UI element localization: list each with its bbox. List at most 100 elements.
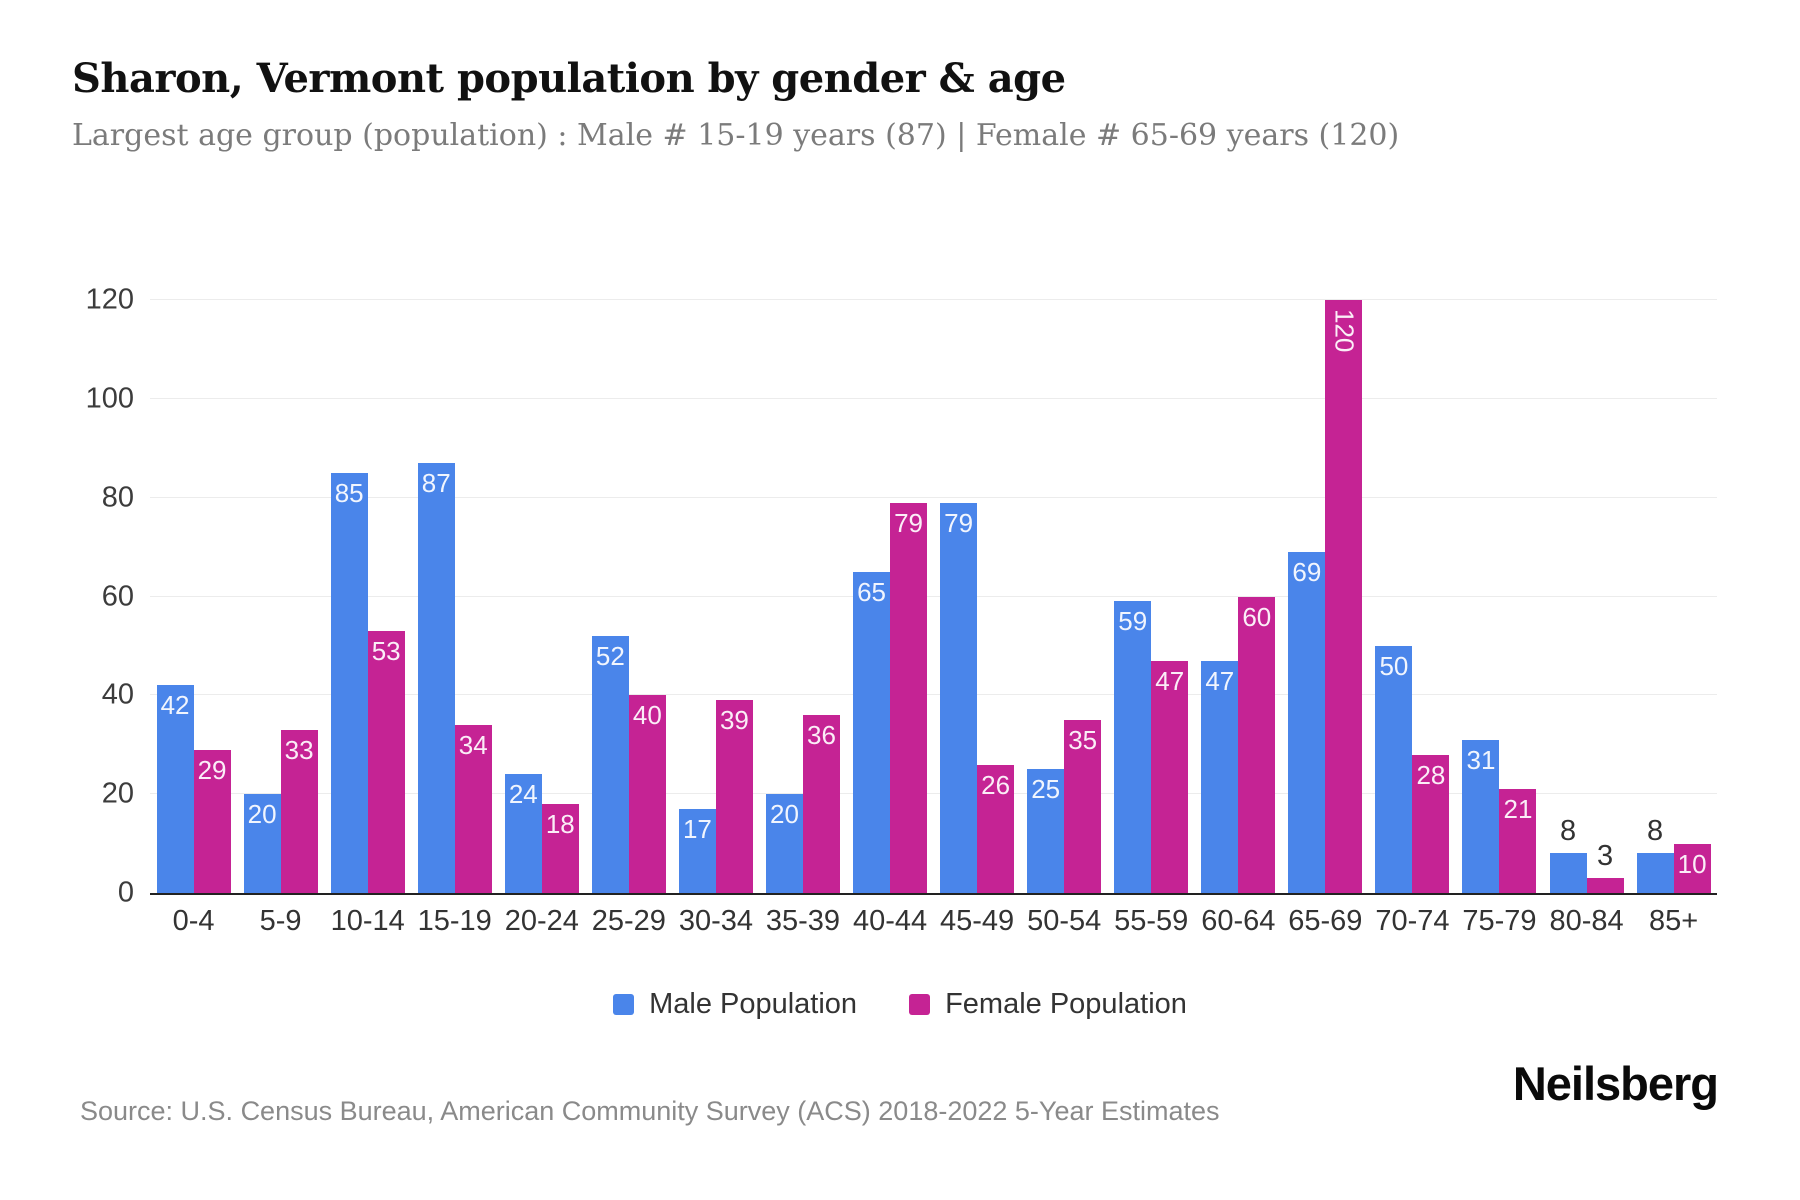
bar-male: 42 [156,685,194,893]
bar-female: 120 [1325,300,1363,893]
x-axis-category-label: 5-9 [259,905,302,937]
x-axis-category-label: 70-74 [1375,905,1450,937]
bar-groups: 42 29 20 33 85 53 87 34 24 18 52 40 17 39 20 36 65 79 79 26… [150,300,1717,893]
bar-group: 59 47 [1108,300,1195,893]
gridline [150,595,1717,597]
bar-group: 20 36 [759,300,846,893]
y-axis-tick-label: 20 [101,777,134,810]
x-axis-category-label: 50-54 [1027,905,1102,937]
bar-group: 87 34 [411,300,498,893]
y-axis-tick-label: 120 [85,283,134,316]
bar-male: 25 [1027,769,1065,893]
bar-group: 25 35 [1021,300,1108,893]
bar-value-label: 8 [1559,815,1577,848]
y-axis-tick-label: 100 [85,382,134,415]
bar-group: 31 21 [1456,300,1543,893]
source-attribution: Source: U.S. Census Bureau, American Com… [80,1096,1220,1126]
bar-male: 50 [1375,645,1413,893]
chart-title: Sharon, Vermont population by gender & a… [72,55,1066,102]
bar-value-label: 33 [284,734,314,765]
x-axis-category-label: 30-34 [678,905,753,937]
bar-value-label: 8 [1647,815,1664,848]
bar-group: 20 33 [237,300,324,893]
bar-female: 29 [193,749,231,893]
bar-value-label: 28 [1416,759,1446,790]
bar-value-label: 85 [334,477,364,508]
bar-value-label: 31 [1466,744,1496,775]
bar-value-label: 18 [545,809,575,840]
y-axis-tick-label: 80 [101,481,134,514]
bar-value-label: 24 [508,779,538,810]
bar-male: 20 [243,794,281,893]
bar-female: 53 [367,631,405,893]
bar-value-label: 29 [197,754,227,785]
bar-group: 79 26 [934,300,1021,893]
x-axis-category-label: 20-24 [504,905,579,937]
bar-male: 8 [1549,815,1587,893]
x-axis-category-label: 45-49 [940,905,1015,937]
bar-group: 8 10 [1630,300,1717,893]
bar-female: 79 [890,502,928,893]
x-axis-category-label: 75-79 [1462,905,1537,937]
bar-value-label: 17 [682,814,712,844]
bar-value-label: 35 [1068,725,1098,756]
x-axis-category-label: 40-44 [852,905,928,937]
bar-male: 47 [1201,660,1239,893]
bar-male: 69 [1288,552,1326,893]
bar-value-label: 39 [719,705,749,736]
plot-area: 0 20 40 60 80 100 120 42 29 20 33 85 53 87 34 24 18 52 40… [86,284,1717,937]
bar-male: 24 [504,774,542,893]
bar-group: 65 79 [847,300,934,893]
bar-group: 85 53 [324,300,411,893]
bar-male: 52 [591,636,629,893]
bar-value-label: 26 [981,769,1011,800]
x-axis-category-label: 0-4 [172,905,215,937]
bar-value-label: 79 [894,507,923,538]
gridline [150,496,1717,498]
bar-group: 17 39 [672,300,759,893]
bar-female: 3 [1586,840,1624,893]
x-axis-category-label: 25-29 [591,905,666,937]
bar-value-label: 25 [1031,774,1061,805]
legend-item-male: Male Population [613,988,857,1021]
bar-value-label: 47 [1205,665,1235,696]
bar-male: 79 [940,502,978,893]
bar-female: 18 [541,804,579,893]
bar-group: 50 28 [1369,300,1456,893]
y-axis-tick-label: 60 [101,580,134,612]
bar-male: 65 [853,571,891,893]
bar-female: 33 [280,729,318,893]
x-axis-category-label: 60-64 [1201,905,1276,937]
bar-group: 69 120 [1282,300,1369,893]
bar-value-label: 40 [632,700,662,731]
bar-value-label: 20 [770,799,799,830]
x-axis-category-label: 55-59 [1114,905,1189,937]
bar-female: 40 [628,695,666,893]
bar-female: 26 [977,764,1015,893]
bar-group: 47 60 [1195,300,1282,893]
bar-value-label: 65 [857,576,886,607]
chart-subtitle: Largest age group (population) : Male # … [72,118,1400,153]
bar-value-label: 36 [807,720,836,751]
legend-item-female: Female Population [909,988,1187,1021]
bar-value-label: 60 [1242,601,1272,632]
bar-male: 59 [1114,601,1152,893]
bar-male: 20 [765,794,803,893]
bar-value-label: 120 [1329,309,1360,353]
bar-value-label: 42 [160,690,190,721]
bar-value-label: 3 [1596,840,1614,873]
bar-female: 35 [1064,720,1102,893]
bar-value-label: 50 [1379,650,1409,681]
gridline [150,694,1717,696]
bar-male: 85 [330,472,368,893]
bar-value-label: 59 [1118,606,1148,637]
bar-female: 28 [1412,754,1450,893]
bar-male: 87 [417,463,455,893]
male-swatch-icon [613,994,635,1015]
female-swatch-icon [909,994,931,1015]
bar-female: 10 [1673,843,1711,893]
y-axis-tick-label: 0 [117,876,134,909]
bar-male: 17 [678,809,716,893]
